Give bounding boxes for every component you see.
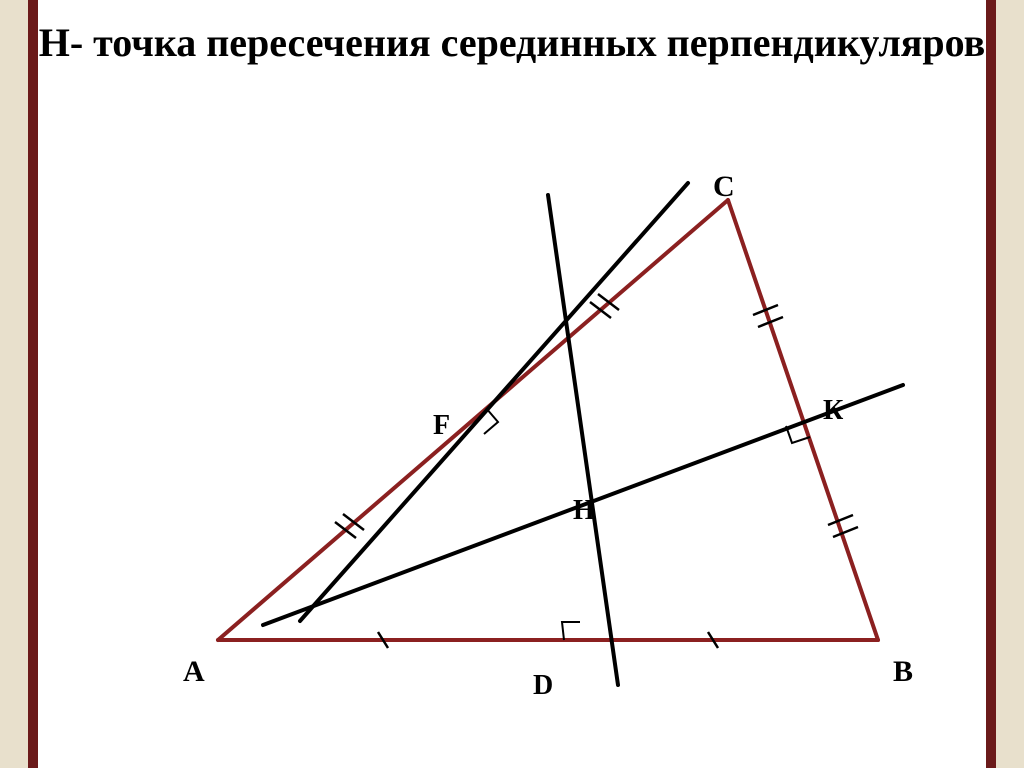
label-K: К	[823, 395, 843, 427]
bisector-AC	[300, 183, 688, 621]
ticks-KB	[828, 515, 858, 537]
slide-title: Н- точка пересечения серединных перпенди…	[38, 20, 986, 66]
geometry-diagram	[138, 160, 958, 720]
bisector-AB	[548, 195, 618, 685]
label-B: В	[893, 655, 913, 689]
right-angle-D	[562, 622, 580, 640]
left-outer-band	[0, 0, 28, 768]
side-CA	[218, 200, 728, 640]
slide-container: Н- точка пересечения серединных перпенди…	[0, 0, 1024, 768]
label-H: Н	[573, 495, 595, 527]
side-BC	[728, 200, 878, 640]
left-inner-band	[28, 0, 38, 768]
label-F: F	[433, 410, 450, 442]
content-area: Н- точка пересечения серединных перпенди…	[38, 0, 986, 768]
label-C: С	[713, 170, 735, 204]
label-D: D	[533, 670, 553, 702]
triangle	[218, 200, 878, 640]
right-outer-band	[996, 0, 1024, 768]
label-A: А	[183, 655, 205, 689]
right-inner-band	[986, 0, 996, 768]
